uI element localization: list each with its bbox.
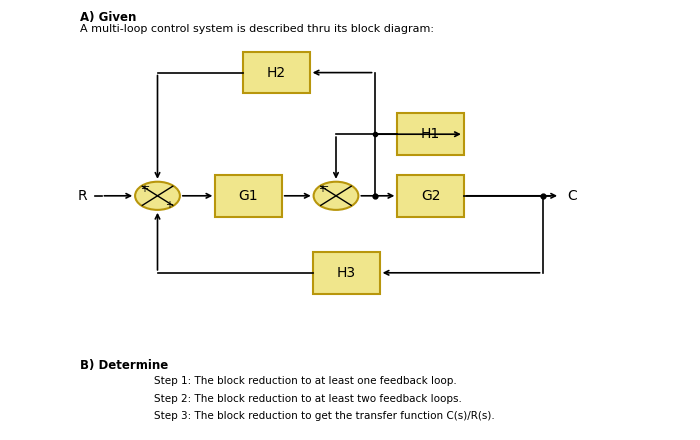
Bar — [314, 252, 379, 294]
Bar — [398, 175, 463, 216]
Text: H3: H3 — [337, 266, 356, 280]
Bar — [398, 113, 463, 155]
Text: B) Determine: B) Determine — [80, 359, 169, 372]
Text: +: + — [139, 184, 148, 194]
Text: A multi-loop control system is described thru its block diagram:: A multi-loop control system is described… — [80, 24, 435, 34]
Text: C: C — [567, 189, 577, 203]
Text: Step 3: The block reduction to get the transfer function C(s)/R(s).: Step 3: The block reduction to get the t… — [154, 411, 495, 422]
Text: R: R — [78, 189, 88, 203]
Text: Step 2: The block reduction to at least two feedback loops.: Step 2: The block reduction to at least … — [154, 394, 462, 404]
Text: G2: G2 — [421, 189, 440, 203]
Circle shape — [135, 182, 180, 210]
Text: A) Given: A) Given — [80, 11, 137, 24]
Bar — [244, 51, 309, 93]
Text: G1: G1 — [239, 189, 258, 203]
Text: −: − — [142, 182, 150, 192]
Text: +: + — [164, 199, 173, 209]
Text: Step 1: The block reduction to at least one feedback loop.: Step 1: The block reduction to at least … — [154, 376, 456, 386]
Text: H1: H1 — [421, 127, 440, 141]
Bar — [216, 175, 281, 216]
Text: +: + — [318, 184, 326, 194]
Text: H2: H2 — [267, 66, 286, 80]
Circle shape — [314, 182, 358, 210]
Text: −: − — [321, 182, 329, 192]
